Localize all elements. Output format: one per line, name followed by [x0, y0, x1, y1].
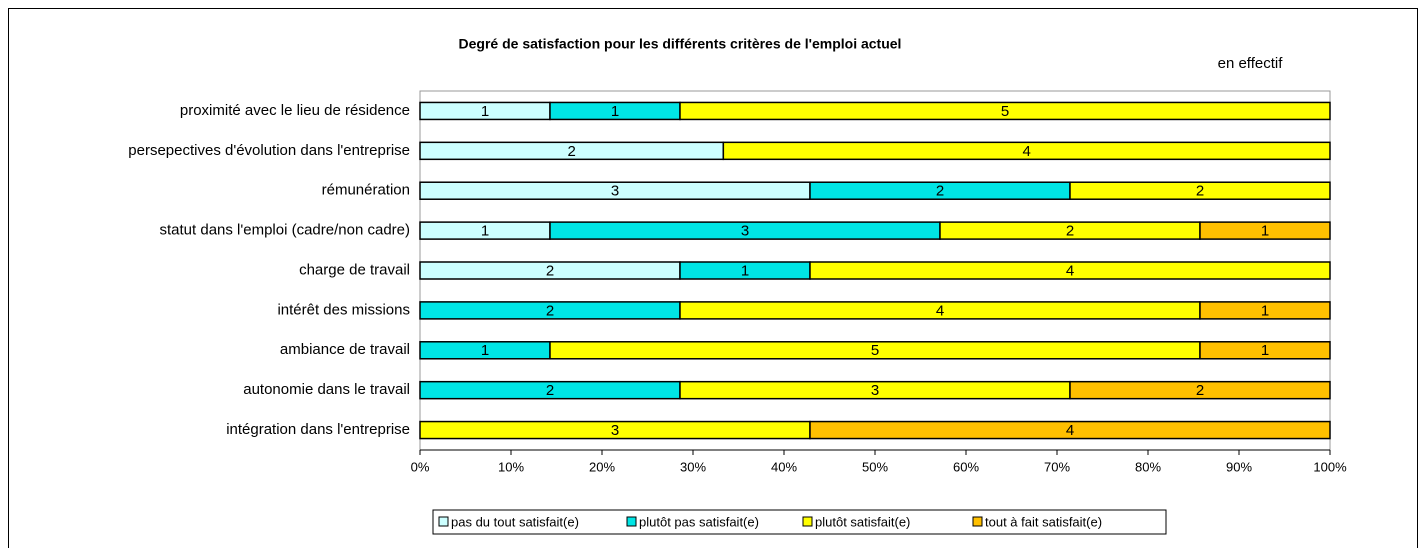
- legend-label: pas du tout satisfait(e): [451, 514, 579, 529]
- x-tick-label: 30%: [680, 459, 706, 474]
- x-tick-label: 10%: [498, 459, 524, 474]
- data-label: 2: [546, 262, 554, 279]
- y-tick-label: ambiance de travail: [280, 341, 410, 358]
- y-tick-label: rémunération: [322, 182, 410, 199]
- bar-segment: [1199, 221, 1331, 240]
- data-label: 1: [1261, 342, 1269, 359]
- chart-subtitle: en effectif: [1218, 55, 1284, 72]
- data-label: 3: [611, 422, 619, 439]
- data-label: 3: [611, 183, 619, 200]
- x-tick-label: 40%: [771, 459, 797, 474]
- legend-label: tout à fait satisfait(e): [985, 514, 1102, 529]
- data-label: 2: [1066, 223, 1074, 240]
- bar-segment: [1199, 301, 1331, 320]
- x-tick-label: 50%: [862, 459, 888, 474]
- x-tick-label: 100%: [1313, 459, 1347, 474]
- data-label: 1: [481, 223, 489, 240]
- y-tick-label: persepectives d'évolution dans l'entrepr…: [128, 142, 410, 159]
- legend-swatch: [438, 516, 449, 527]
- bar-segment: [722, 141, 1331, 161]
- bar-segment: [1069, 380, 1331, 400]
- x-tick-label: 90%: [1226, 459, 1252, 474]
- bar-segment: [679, 101, 1331, 121]
- y-tick-label: statut dans l'emploi (cadre/non cadre): [160, 222, 411, 239]
- y-tick-label: intégration dans l'entreprise: [226, 421, 410, 438]
- bar-segment: [1069, 181, 1331, 200]
- legend-swatch: [802, 516, 813, 527]
- data-label: 2: [936, 183, 944, 200]
- data-label: 1: [741, 262, 749, 279]
- chart-title: Degré de satisfaction pour les différent…: [459, 36, 902, 52]
- x-tick-label: 80%: [1135, 459, 1161, 474]
- y-tick-label: charge de travail: [299, 261, 410, 278]
- legend-swatch: [972, 516, 983, 527]
- x-tick-label: 70%: [1044, 459, 1070, 474]
- data-label: 1: [611, 103, 619, 120]
- data-label: 2: [1196, 183, 1204, 200]
- bar-segment: [809, 420, 1331, 440]
- data-label: 1: [1261, 223, 1269, 240]
- data-label: 4: [1066, 262, 1074, 279]
- x-tick-label: 20%: [589, 459, 615, 474]
- data-label: 1: [1261, 302, 1269, 319]
- data-label: 4: [1066, 422, 1074, 439]
- data-label: 3: [871, 382, 879, 399]
- bar-segment: [809, 261, 1331, 280]
- data-label: 4: [1022, 143, 1030, 160]
- data-label: 5: [1001, 103, 1009, 120]
- data-label: 2: [1196, 382, 1204, 399]
- legend-box: [432, 509, 1167, 535]
- x-tick-label: 0%: [411, 459, 430, 474]
- data-label: 4: [936, 302, 944, 319]
- y-tick-label: autonomie dans le travail: [243, 381, 410, 398]
- data-label: 2: [567, 143, 575, 160]
- legend-label: plutôt pas satisfait(e): [639, 514, 759, 529]
- x-tick-label: 60%: [953, 459, 979, 474]
- legend-swatch: [626, 516, 637, 527]
- data-label: 3: [741, 223, 749, 240]
- data-label: 2: [546, 382, 554, 399]
- data-label: 1: [481, 103, 489, 120]
- data-label: 5: [871, 342, 879, 359]
- bar-segment: [1199, 341, 1331, 360]
- y-tick-label: proximité avec le lieu de résidence: [180, 102, 410, 119]
- data-label: 1: [481, 342, 489, 359]
- data-label: 2: [546, 302, 554, 319]
- legend-label: plutôt satisfait(e): [815, 514, 910, 529]
- y-tick-label: intérêt des missions: [277, 301, 410, 318]
